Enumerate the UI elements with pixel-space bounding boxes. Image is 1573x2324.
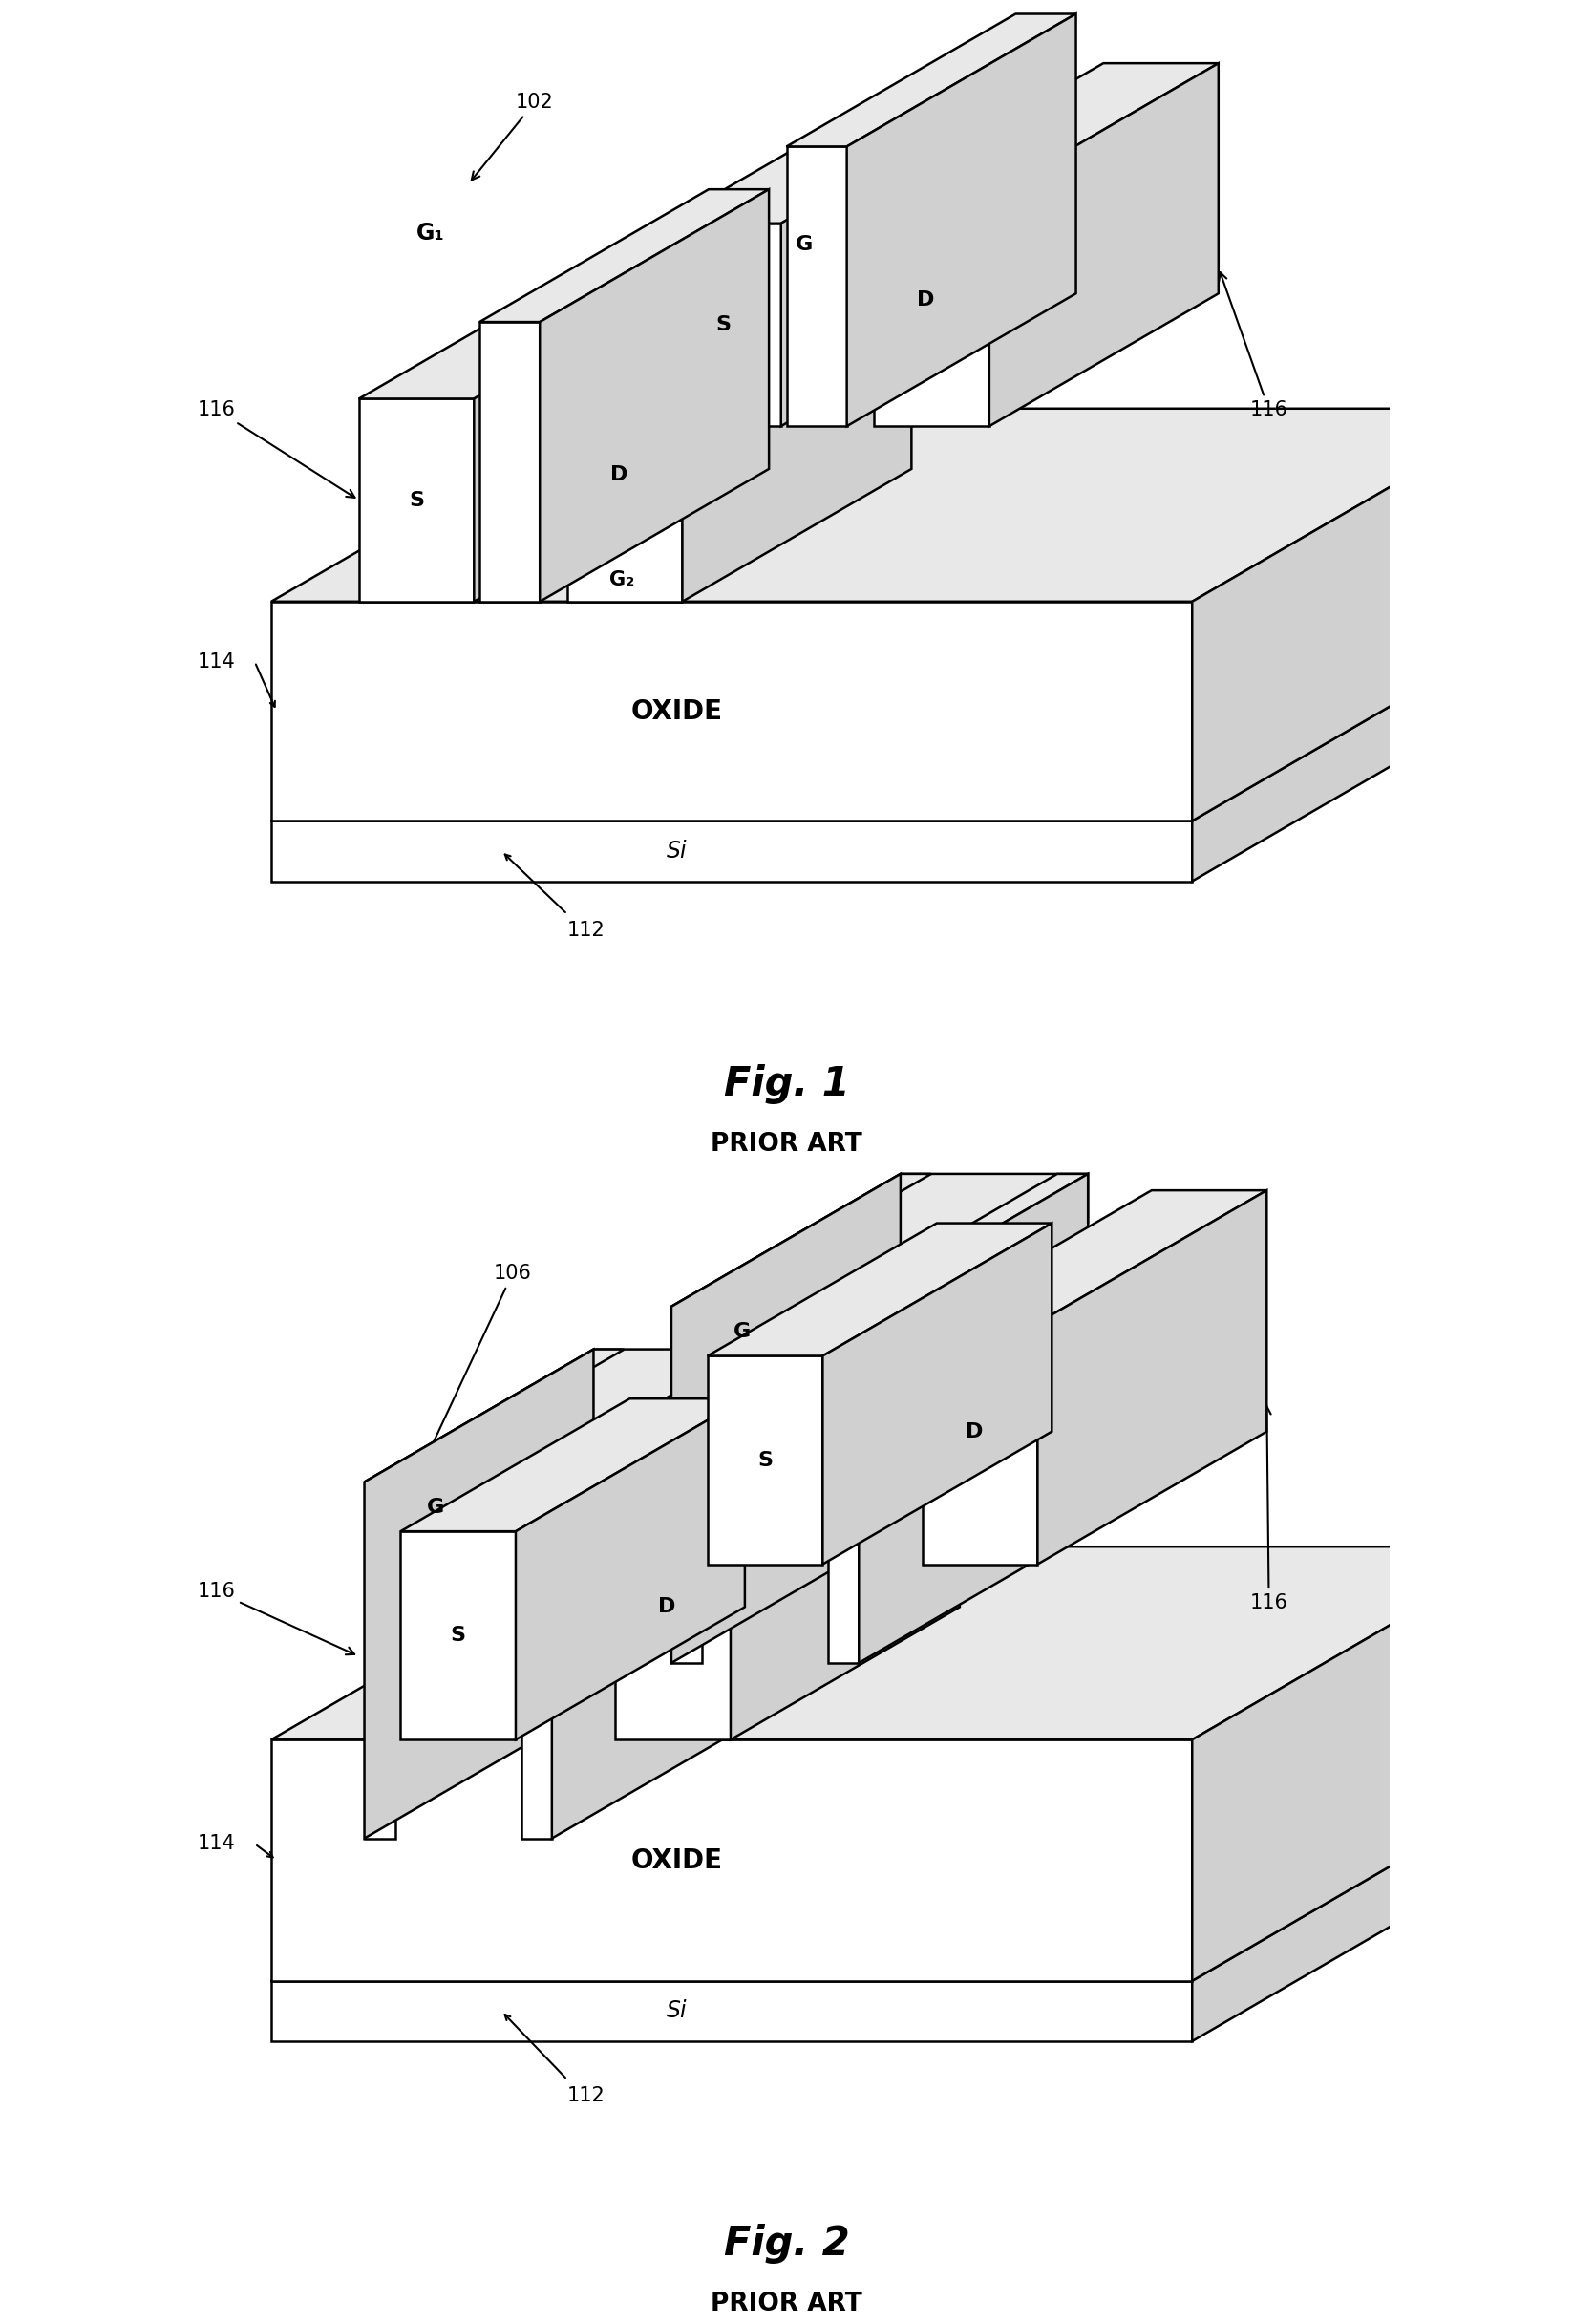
Polygon shape xyxy=(827,1306,859,1664)
Polygon shape xyxy=(786,14,1076,146)
Polygon shape xyxy=(859,1174,1089,1355)
Text: 116: 116 xyxy=(1251,1406,1288,1613)
Polygon shape xyxy=(359,400,473,602)
Polygon shape xyxy=(401,1399,746,1532)
Polygon shape xyxy=(401,1532,516,1741)
Text: G: G xyxy=(796,235,813,253)
Text: G: G xyxy=(426,1497,444,1518)
Text: Si: Si xyxy=(667,839,687,862)
Polygon shape xyxy=(480,323,540,602)
Polygon shape xyxy=(782,91,1010,425)
Text: OXIDE: OXIDE xyxy=(631,1848,722,1873)
Text: 104: 104 xyxy=(1029,116,1167,135)
Polygon shape xyxy=(1192,409,1526,820)
Polygon shape xyxy=(359,265,703,400)
Polygon shape xyxy=(708,1355,823,1564)
Polygon shape xyxy=(875,63,1219,195)
Text: S: S xyxy=(450,1627,466,1645)
Polygon shape xyxy=(708,1222,1052,1355)
Polygon shape xyxy=(271,1787,1526,1980)
Polygon shape xyxy=(271,409,1526,602)
Polygon shape xyxy=(271,1980,1192,2040)
Text: D: D xyxy=(966,1422,983,1441)
Polygon shape xyxy=(271,602,1192,820)
Text: 112: 112 xyxy=(568,920,606,941)
Text: 108: 108 xyxy=(1076,1283,1134,1306)
Text: 116: 116 xyxy=(1219,272,1288,418)
Text: 116: 116 xyxy=(197,400,355,497)
Text: S: S xyxy=(716,316,731,335)
Polygon shape xyxy=(480,188,769,323)
Polygon shape xyxy=(568,239,911,372)
Polygon shape xyxy=(521,1350,782,1483)
Polygon shape xyxy=(922,1190,1266,1322)
Polygon shape xyxy=(683,239,911,602)
Text: S: S xyxy=(409,490,425,509)
Polygon shape xyxy=(786,146,846,425)
Polygon shape xyxy=(365,1483,552,1532)
Polygon shape xyxy=(365,1350,593,1838)
Text: Fig. 2: Fig. 2 xyxy=(724,2224,849,2264)
Text: Fig. 1: Fig. 1 xyxy=(724,1064,849,1104)
Polygon shape xyxy=(823,1222,1052,1564)
Polygon shape xyxy=(665,223,782,425)
Polygon shape xyxy=(365,1350,624,1483)
Polygon shape xyxy=(672,1306,702,1664)
Polygon shape xyxy=(552,1350,782,1838)
Text: S: S xyxy=(758,1450,772,1469)
Text: G: G xyxy=(733,1322,750,1341)
Polygon shape xyxy=(271,1741,1192,1980)
Polygon shape xyxy=(989,63,1219,425)
Text: G₁: G₁ xyxy=(415,221,445,244)
Polygon shape xyxy=(1038,1190,1266,1564)
Polygon shape xyxy=(1192,1787,1526,2040)
Polygon shape xyxy=(365,1483,395,1838)
Polygon shape xyxy=(615,1499,730,1741)
Text: G₂: G₂ xyxy=(609,569,634,590)
Text: D: D xyxy=(610,465,628,483)
Polygon shape xyxy=(1192,627,1526,881)
Polygon shape xyxy=(516,1399,746,1741)
Text: 114: 114 xyxy=(197,653,236,672)
Polygon shape xyxy=(473,265,703,602)
Text: 102: 102 xyxy=(472,93,554,179)
Text: D: D xyxy=(659,1597,676,1618)
Polygon shape xyxy=(665,91,1010,223)
Polygon shape xyxy=(672,1174,931,1306)
Polygon shape xyxy=(922,1322,1038,1564)
Text: 114: 114 xyxy=(197,1834,236,1855)
Polygon shape xyxy=(271,627,1526,820)
Polygon shape xyxy=(672,1306,859,1355)
Polygon shape xyxy=(615,1367,960,1499)
Text: 116: 116 xyxy=(197,1583,354,1655)
Polygon shape xyxy=(552,1350,782,1532)
Text: Si: Si xyxy=(667,1999,687,2022)
Polygon shape xyxy=(521,1483,552,1838)
Text: D: D xyxy=(917,290,934,309)
Polygon shape xyxy=(672,1174,1089,1306)
Polygon shape xyxy=(672,1174,900,1664)
Polygon shape xyxy=(730,1367,960,1741)
Text: 112: 112 xyxy=(568,2087,606,2106)
Polygon shape xyxy=(846,14,1076,425)
Text: OXIDE: OXIDE xyxy=(631,697,722,725)
Polygon shape xyxy=(827,1174,1089,1306)
Polygon shape xyxy=(875,195,989,425)
Polygon shape xyxy=(365,1350,782,1483)
Polygon shape xyxy=(540,188,769,602)
Polygon shape xyxy=(568,372,683,602)
Text: PRIOR ART: PRIOR ART xyxy=(711,1132,862,1157)
Polygon shape xyxy=(1192,1548,1526,1980)
Text: 106: 106 xyxy=(425,1264,532,1462)
Text: PRIOR ART: PRIOR ART xyxy=(711,2291,862,2317)
Polygon shape xyxy=(271,1548,1526,1741)
Polygon shape xyxy=(271,820,1192,881)
Polygon shape xyxy=(859,1174,1089,1664)
